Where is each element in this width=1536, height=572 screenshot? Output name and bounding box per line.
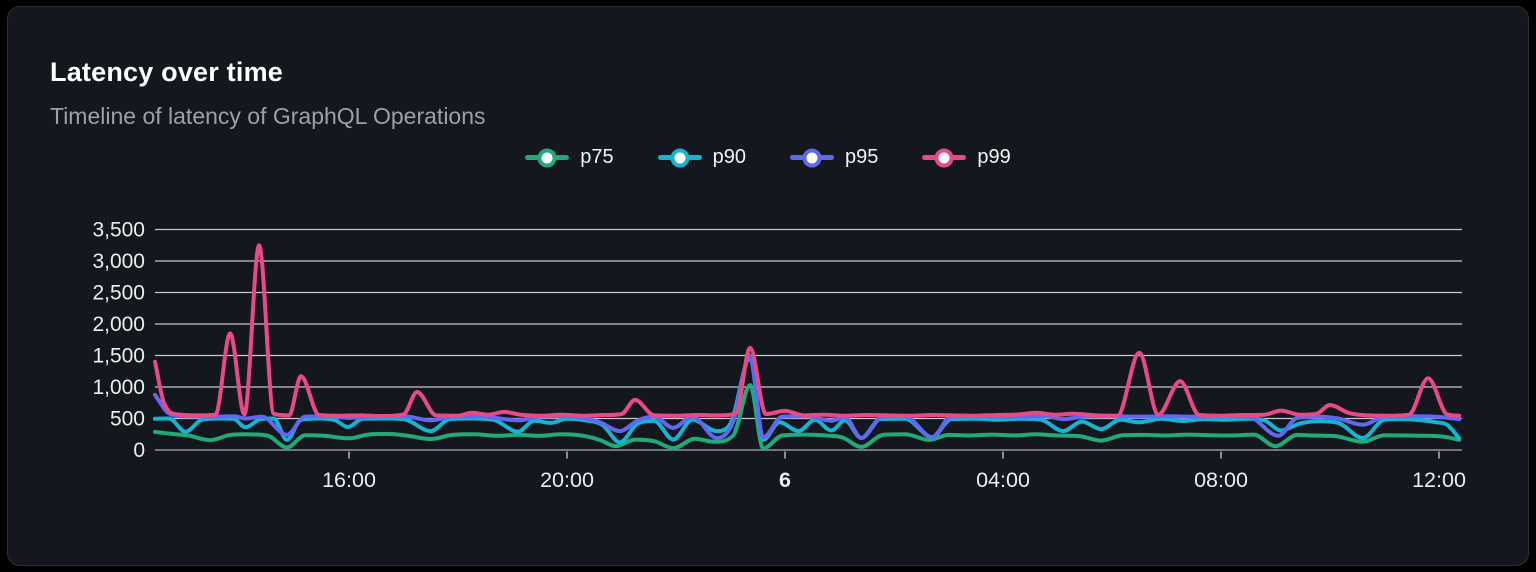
y-axis-tick-label: 1,000: [92, 376, 145, 399]
x-axis-tick-label: 6: [779, 468, 791, 492]
page-subtitle: Timeline of latency of GraphQL Operation…: [50, 103, 486, 129]
x-axis-tick-label: 04:00: [976, 468, 1030, 492]
series-line-p99: [153, 243, 1462, 418]
chart-legend: p75 p90 p95 p99: [8, 146, 1528, 169]
p90-series-marker-icon: [657, 148, 702, 168]
series-line-p75: [153, 383, 1462, 451]
y-axis-tick-label: 3,500: [92, 219, 145, 242]
legend-item-p95[interactable]: p95: [790, 146, 878, 169]
page-title: Latency over time: [50, 57, 283, 87]
p99-series-marker-icon: [922, 148, 967, 168]
legend-label-p95: p95: [845, 146, 879, 168]
y-axis-tick-label: 2,500: [92, 282, 145, 305]
legend-label-p90: p90: [712, 146, 746, 168]
y-axis-tick-label: 3,000: [92, 250, 145, 273]
latency-panel-card: Latency over time Timeline of latency of…: [7, 6, 1529, 566]
x-axis-tick-label: 16:00: [322, 468, 376, 492]
p95-series-marker-icon: [790, 148, 834, 168]
y-axis-tick-label: 500: [110, 408, 145, 431]
series-line-p90: [153, 356, 1462, 445]
y-axis-tick-label: 1,500: [92, 345, 145, 368]
y-axis-tick-label: 2,000: [92, 313, 145, 336]
x-axis-tick-label: 08:00: [1194, 468, 1248, 492]
legend-item-p75[interactable]: p75: [525, 146, 614, 169]
legend-item-p99[interactable]: p99: [922, 146, 1011, 169]
p75-series-marker-icon: [525, 148, 570, 168]
legend-label-p75: p75: [580, 146, 614, 168]
legend-item-p90[interactable]: p90: [657, 146, 746, 169]
legend-label-p99: p99: [977, 146, 1011, 168]
y-axis-tick-label: 0: [133, 439, 145, 462]
x-axis-tick-label: 20:00: [540, 468, 594, 492]
x-axis-tick-label: 12:00: [1412, 468, 1466, 492]
